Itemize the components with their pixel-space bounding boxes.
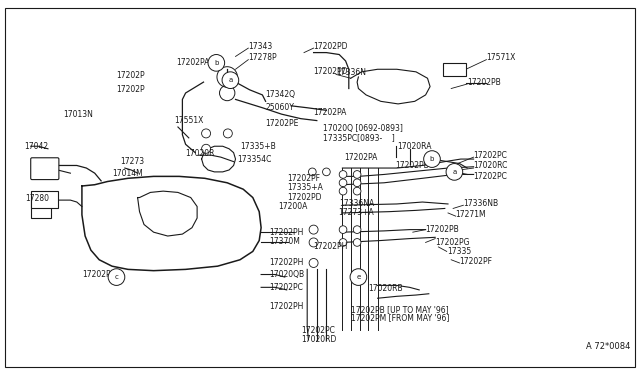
- Circle shape: [308, 168, 316, 176]
- Text: 17202PB: 17202PB: [426, 225, 460, 234]
- Circle shape: [323, 168, 330, 176]
- Text: 17202PB: 17202PB: [467, 78, 501, 87]
- Circle shape: [353, 187, 361, 195]
- Text: 17342Q: 17342Q: [266, 90, 296, 99]
- Text: 17202P: 17202P: [116, 71, 145, 80]
- Text: 17202PH: 17202PH: [314, 243, 348, 251]
- Text: 17336NA: 17336NA: [339, 199, 374, 208]
- Text: 17336N: 17336N: [336, 68, 366, 77]
- Text: 17202PG: 17202PG: [435, 238, 470, 247]
- Circle shape: [339, 171, 347, 178]
- Circle shape: [353, 171, 361, 178]
- Circle shape: [309, 259, 318, 267]
- Bar: [31, 200, 51, 218]
- Text: 17202PF: 17202PF: [287, 174, 320, 183]
- Text: 17202PD: 17202PD: [314, 42, 348, 51]
- Text: 17202PA: 17202PA: [314, 108, 347, 117]
- Text: 17202PA: 17202PA: [176, 58, 209, 67]
- Text: 17020RC: 17020RC: [474, 161, 508, 170]
- Text: 17551X: 17551X: [174, 116, 204, 125]
- Text: b: b: [430, 156, 434, 162]
- Text: a: a: [452, 169, 456, 175]
- Text: 17020QB: 17020QB: [269, 270, 304, 279]
- Text: c: c: [115, 274, 118, 280]
- Text: 17335+B: 17335+B: [240, 142, 276, 151]
- Text: 17343: 17343: [248, 42, 273, 51]
- Circle shape: [339, 238, 347, 246]
- Text: 17202PH: 17202PH: [269, 259, 303, 267]
- Text: 17273+A: 17273+A: [338, 208, 374, 218]
- Text: 17202PB [UP TO MAY '96]: 17202PB [UP TO MAY '96]: [351, 305, 449, 314]
- Circle shape: [446, 164, 463, 180]
- Text: 17335+A: 17335+A: [287, 183, 323, 192]
- Text: 17335PC[0893-    ]: 17335PC[0893- ]: [323, 134, 395, 142]
- Circle shape: [202, 144, 211, 153]
- Text: 17370M: 17370M: [269, 237, 300, 246]
- Text: 17202PE: 17202PE: [266, 119, 299, 128]
- Text: 17202P: 17202P: [116, 85, 145, 94]
- Text: 17202PA: 17202PA: [344, 153, 378, 162]
- Text: 17020RD: 17020RD: [301, 336, 336, 344]
- Text: 17202PF: 17202PF: [460, 257, 493, 266]
- Text: 17273: 17273: [120, 157, 145, 166]
- Text: 17202PC: 17202PC: [474, 151, 508, 160]
- Text: 17020RB: 17020RB: [368, 284, 403, 293]
- Bar: [31, 191, 58, 208]
- Circle shape: [353, 226, 361, 234]
- Text: 17020Q [0692-0893]: 17020Q [0692-0893]: [323, 124, 403, 133]
- Text: a: a: [228, 77, 232, 83]
- Circle shape: [353, 179, 361, 187]
- Text: 17202PH: 17202PH: [269, 302, 303, 311]
- Text: 17202PA: 17202PA: [82, 270, 115, 279]
- Text: 17278P: 17278P: [248, 53, 277, 62]
- Circle shape: [339, 179, 347, 187]
- Text: 17336NB: 17336NB: [463, 199, 499, 208]
- Text: 17202PH: 17202PH: [269, 228, 303, 237]
- Circle shape: [309, 225, 318, 234]
- Text: 173354C: 173354C: [237, 154, 271, 164]
- Circle shape: [339, 226, 347, 234]
- Circle shape: [222, 72, 239, 89]
- Circle shape: [108, 269, 125, 285]
- Text: 17020R: 17020R: [186, 150, 215, 158]
- Text: 25060Y: 25060Y: [266, 103, 294, 112]
- Text: 17202PM [FROM MAY '96]: 17202PM [FROM MAY '96]: [351, 314, 449, 323]
- Text: 17280: 17280: [26, 194, 50, 203]
- Circle shape: [208, 55, 225, 71]
- Text: 17014M: 17014M: [112, 169, 143, 178]
- Text: 17335: 17335: [447, 247, 471, 256]
- Text: 17202PD: 17202PD: [314, 67, 348, 76]
- Circle shape: [223, 129, 232, 138]
- Text: 17571X: 17571X: [486, 53, 516, 62]
- FancyBboxPatch shape: [31, 158, 59, 180]
- Text: 17042: 17042: [24, 142, 49, 151]
- Text: 17202PC: 17202PC: [474, 172, 508, 181]
- Text: e: e: [356, 274, 360, 280]
- Circle shape: [202, 129, 211, 138]
- Circle shape: [424, 151, 440, 167]
- Text: b: b: [214, 60, 218, 66]
- Circle shape: [309, 238, 318, 247]
- Text: 17020RA: 17020RA: [397, 142, 431, 151]
- Circle shape: [350, 269, 367, 285]
- Text: 17202PC: 17202PC: [301, 326, 335, 335]
- Text: 17200A: 17200A: [278, 202, 308, 211]
- Circle shape: [339, 187, 347, 195]
- Text: 17013N: 17013N: [63, 110, 93, 119]
- Text: 17202PC: 17202PC: [269, 283, 303, 292]
- Text: 17271M: 17271M: [456, 210, 486, 219]
- Text: 17202PD: 17202PD: [287, 193, 321, 202]
- Text: A 72*0084: A 72*0084: [586, 343, 630, 352]
- Bar: [443, 63, 466, 76]
- Circle shape: [353, 238, 361, 246]
- Text: 17202PB: 17202PB: [395, 161, 429, 170]
